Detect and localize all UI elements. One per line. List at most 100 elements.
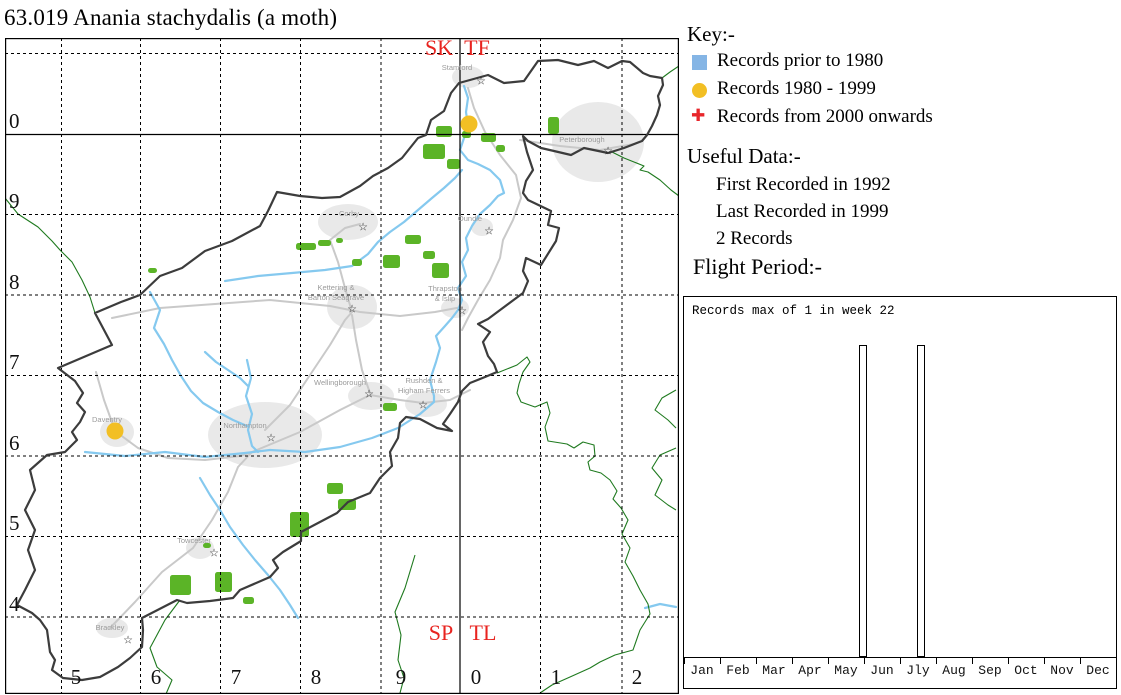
urban-area (327, 285, 377, 329)
flight-week-bar (858, 345, 867, 657)
woodland-patch (496, 145, 505, 152)
woodland-patch (352, 259, 362, 266)
woodland-patch (318, 240, 331, 246)
axis-label-northing: 0 (9, 109, 20, 133)
axis-label-easting: 0 (471, 665, 482, 689)
road (114, 430, 253, 461)
town-label: Corby (339, 209, 359, 218)
map-border (5, 38, 679, 694)
grid-quadrant-letter: SP (429, 620, 453, 645)
river (223, 168, 464, 283)
woodland-patch (405, 235, 421, 244)
axis-label-easting: 1 (551, 665, 562, 689)
month-tick (1008, 657, 1009, 664)
month-tick (720, 657, 721, 664)
woodland-patch (203, 543, 211, 548)
axis-label-easting: 2 (632, 665, 643, 689)
town-star-icon: ☆ (347, 303, 357, 316)
road (329, 223, 361, 313)
record-marker-1980-1999 (460, 115, 478, 133)
woodland-patch (447, 159, 460, 169)
town-star-icon: ☆ (364, 388, 374, 401)
woodland-patch (290, 512, 309, 537)
road (251, 389, 471, 453)
woodland-patch (481, 133, 496, 142)
month-label: Jly (906, 663, 930, 678)
woodland-patch (436, 126, 452, 137)
axis-label-northing: 6 (9, 431, 20, 455)
month-label: Apr (798, 663, 822, 678)
road (95, 371, 114, 426)
month-tick (1080, 657, 1081, 664)
adjacent-county-boundary (5, 197, 96, 314)
river (244, 358, 260, 454)
town-star-icon: ☆ (266, 432, 276, 445)
record-marker-1980-1999 (106, 422, 124, 440)
woodland-patch (432, 263, 449, 278)
key-label-2000-onwards: Records from 2000 onwards (717, 106, 933, 127)
town-label: Stamford (442, 63, 472, 72)
town-star-icon: ☆ (209, 547, 219, 560)
town-label: Daventry (92, 415, 122, 424)
town-label: Oundle (458, 214, 482, 223)
grid-quadrant-letter: SK (425, 38, 453, 60)
distribution-map: Stamford☆Peterborough☆Corby☆Oundle☆Kette… (5, 38, 679, 694)
month-label: Feb (726, 663, 750, 678)
month-label: Dec (1086, 663, 1110, 678)
adjacent-county-boundary (611, 151, 679, 197)
county-boundary (15, 58, 665, 682)
month-label: Aug (942, 663, 966, 678)
urban-area (552, 102, 644, 182)
town-star-icon: ☆ (603, 145, 613, 158)
woodland-patch (170, 575, 191, 595)
axis-label-easting: 6 (151, 665, 162, 689)
river (203, 350, 250, 388)
month-tick (792, 657, 793, 664)
urban-area (186, 537, 214, 559)
urban-area (471, 218, 493, 236)
woodland-patch (215, 572, 232, 592)
town-label: Brackley (96, 623, 125, 632)
town-star-icon: ☆ (476, 75, 486, 88)
town-star-icon: ☆ (418, 399, 428, 412)
woodland-patch (548, 117, 559, 134)
month-tick (1116, 657, 1117, 664)
month-tick (684, 657, 685, 664)
chart-note: Records max of 1 in week 22 (692, 304, 895, 318)
key-swatch-pre1980-icon (692, 55, 707, 70)
axis-label-northing: 9 (9, 189, 20, 213)
adjacent-county-boundary (651, 447, 677, 511)
key-label-pre1980: Records prior to 1980 (717, 50, 884, 71)
town-label: & Islip (435, 294, 455, 303)
axis-label-northing: 5 (9, 511, 20, 535)
woodland-patch (243, 597, 254, 604)
key-heading: Key:- (687, 22, 735, 46)
town-label: Kettering & (317, 283, 354, 292)
useful-data-first-recorded: First Recorded in 1992 (716, 174, 891, 195)
axis-label-easting: 7 (231, 665, 242, 689)
month-label: Nov (1050, 663, 1074, 678)
month-label: Oct (1014, 663, 1038, 678)
town-label: Wellingborough (314, 378, 366, 387)
town-label: Thrapston (428, 284, 462, 293)
flight-week-bar (916, 345, 925, 657)
road (264, 311, 353, 431)
town-label: Peterborough (559, 135, 604, 144)
useful-data-last-recorded: Last Recorded in 1999 (716, 201, 889, 222)
month-label: Sep (978, 663, 1002, 678)
grid-quadrant-letter: TL (470, 620, 497, 645)
river (268, 84, 506, 454)
axis-label-northing: 4 (9, 592, 20, 616)
town-star-icon: ☆ (358, 221, 368, 234)
grid-quadrant-letter: TF (464, 38, 490, 60)
month-tick (1044, 657, 1045, 664)
month-tick (900, 657, 901, 664)
urban-area (318, 204, 378, 240)
month-label: Jun (870, 663, 894, 678)
month-label: Jan (690, 663, 714, 678)
adjacent-county-boundary (661, 65, 679, 79)
axis-label-easting: 8 (311, 665, 322, 689)
woodland-patch (296, 243, 316, 250)
urban-area (405, 391, 447, 417)
adjacent-county-boundary (394, 554, 416, 694)
